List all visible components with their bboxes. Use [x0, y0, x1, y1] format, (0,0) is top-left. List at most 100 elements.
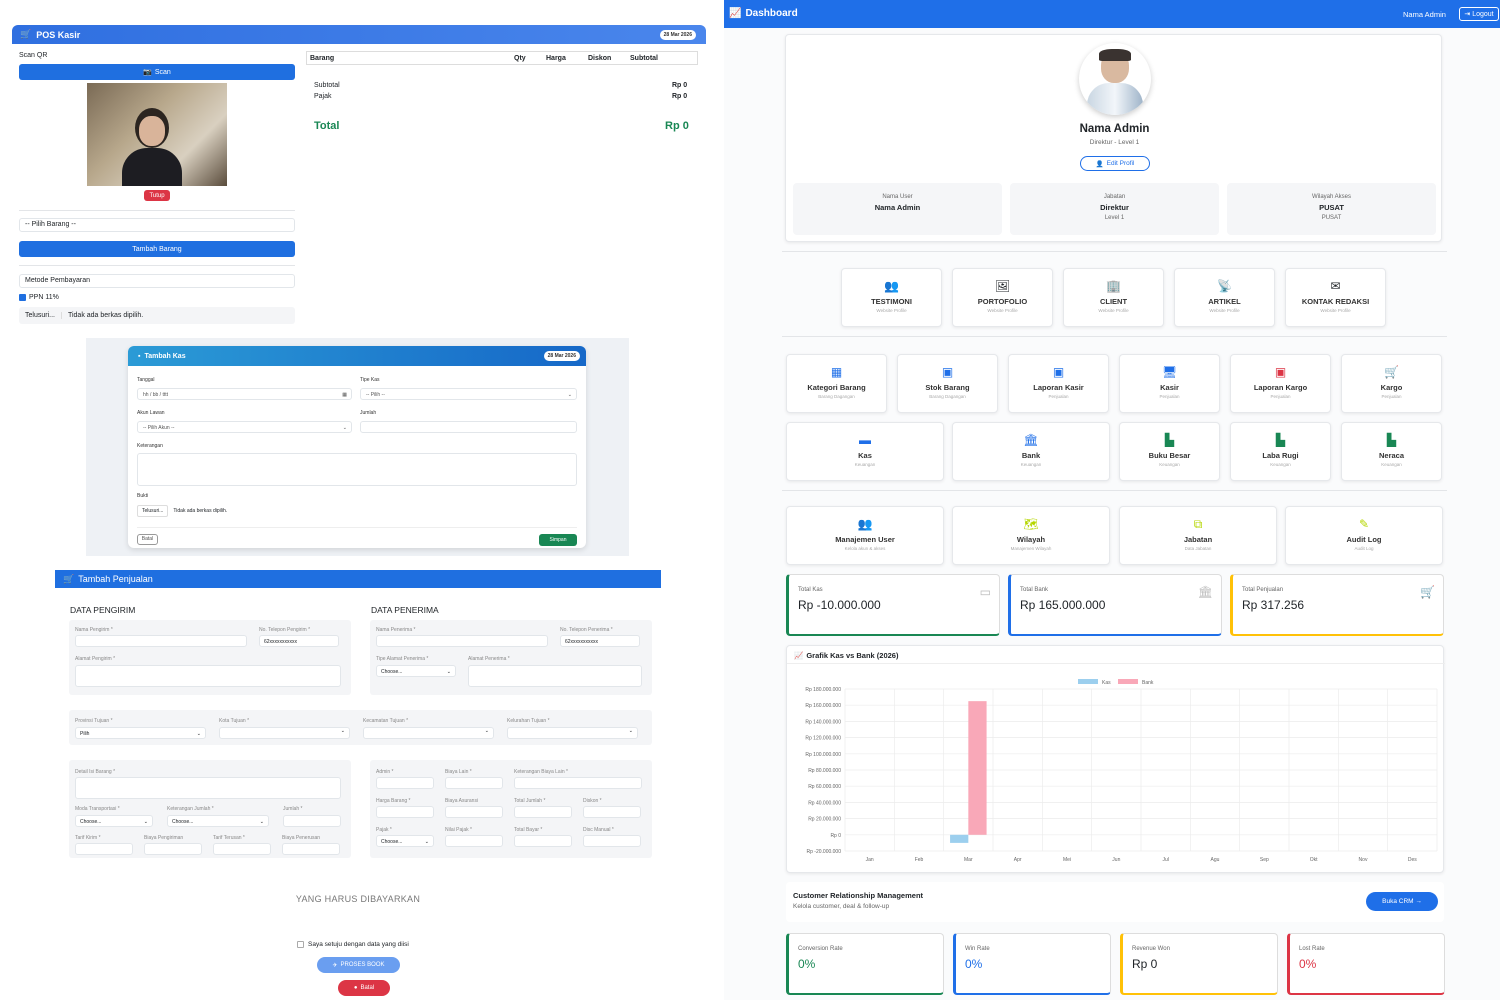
module-kargo[interactable]: 🛒 Kargo Penjualan [1341, 354, 1442, 413]
item-select[interactable]: -- Pilih Barang -- [19, 218, 295, 232]
info-jabatan: Jabatan Direktur Level 1 [1010, 183, 1219, 235]
save-button[interactable]: Simpan [539, 534, 577, 546]
module-portofolio[interactable]: 🖼 PORTOFOLIO Website Profile [952, 268, 1053, 327]
circle-icon: ● [353, 985, 358, 991]
date-input[interactable]: hh / bb / tttt ▦ [137, 388, 352, 400]
ppn-checkbox[interactable]: PPN 11% [19, 294, 59, 301]
module-testimoni[interactable]: 👥 TESTIMONI Website Profile [841, 268, 942, 327]
transport-select[interactable]: Choose... ⌄ [75, 815, 153, 827]
qty-input[interactable] [283, 815, 341, 827]
module-kasir[interactable]: 🖥 Kasir Penjualan [1119, 354, 1220, 413]
cart-icon: 🛒 [1384, 365, 1399, 379]
district-select[interactable]: ⌄ [363, 727, 494, 739]
admin-input[interactable] [376, 777, 434, 789]
module-artikel[interactable]: 📡 ARTIKEL Website Profile [1174, 268, 1275, 327]
close-camera-button[interactable]: Tutup [144, 190, 170, 201]
profile-role: Direktur - Level 1 [1089, 139, 1140, 146]
tariff-input[interactable] [75, 843, 133, 855]
dashboard-brand[interactable]: 📈 Dashboard [729, 8, 798, 19]
cancel-penjualan-button[interactable]: ● Batal [338, 980, 390, 996]
book-icon: ▙ [1386, 433, 1397, 447]
camera-icon: 📷 [143, 69, 152, 76]
discount-input[interactable] [583, 806, 641, 818]
forward-cost-input[interactable] [282, 843, 340, 855]
receiver-section-title: DATA PENERIMA [371, 605, 439, 615]
cancel-button[interactable]: Batal [137, 534, 158, 545]
account-select[interactable]: -- Pilih Akun -- ⌄ [137, 421, 352, 433]
y-tick-label: Rp 0 [830, 833, 841, 839]
insurance-input[interactable] [445, 806, 503, 818]
qty-note-select[interactable]: Choose... ⌄ [167, 815, 269, 827]
module-bank[interactable]: 🏛 Bank Keuangan [952, 422, 1110, 481]
y-tick-label: Rp 120.000.000 [805, 736, 841, 742]
chevron-down-icon: ⌄ [446, 669, 451, 675]
module-buku-besar[interactable]: ▙ Buku Besar Keuangan [1119, 422, 1220, 481]
col-qty: Qty [514, 54, 526, 62]
wallet-icon: ▬ [859, 433, 871, 447]
payment-method-select[interactable]: Metode Pembayaran [19, 274, 295, 288]
edit-profile-button[interactable]: 👤 Edit Profil [1080, 156, 1150, 171]
other-note-label: Keterangan Biaya Lain * [514, 769, 568, 775]
item-price-input[interactable] [376, 806, 434, 818]
total-pay-input[interactable] [514, 835, 572, 847]
manual-disc-input[interactable] [583, 835, 641, 847]
cubes-icon: ▣ [941, 365, 954, 379]
ship-cost-input[interactable] [144, 843, 202, 855]
sender-name-input[interactable] [75, 635, 247, 647]
receiver-address-textarea[interactable] [468, 665, 642, 687]
other-cost-input[interactable] [445, 777, 503, 789]
total-qty-input[interactable] [514, 806, 572, 818]
receiver-name-input[interactable] [376, 635, 548, 647]
agree-checkbox[interactable]: Saya setuju dengan data yang diisi [297, 941, 409, 948]
scan-button[interactable]: 📷 Scan [19, 64, 295, 80]
village-select[interactable]: ⌄ [507, 727, 638, 739]
module-client[interactable]: 🏢 CLIENT Website Profile [1063, 268, 1164, 327]
add-item-button[interactable]: Tambah Barang [19, 241, 295, 257]
col-diskon: Diskon [588, 54, 612, 62]
module-kas[interactable]: ▬ Kas Keuangan [786, 422, 944, 481]
address-type-select[interactable]: Choose... ⌄ [376, 665, 456, 677]
divider [787, 663, 1445, 664]
amount-input[interactable] [360, 421, 577, 433]
module-stok-barang[interactable]: ▣ Stok Barang Barang Dagangan [897, 354, 998, 413]
module-kontak-redaksi[interactable]: ✉ KONTAK REDAKSI Website Profile [1285, 268, 1386, 327]
item-detail-textarea[interactable] [75, 777, 341, 799]
module-laba-rugi[interactable]: ▙ Laba Rugi Keuangan [1230, 422, 1331, 481]
other-note-input[interactable] [514, 777, 642, 789]
tariff-label: Tarif Kirim * [75, 835, 101, 841]
module-laporan-kargo[interactable]: ▣ Laporan Kargo Penjualan [1230, 354, 1331, 413]
tax-select[interactable]: Choose... ⌄ [376, 835, 434, 847]
module-audit-log[interactable]: ✎ Audit Log Audit Log [1285, 506, 1443, 565]
tax-select-value: Choose... [381, 839, 403, 845]
module-neraca[interactable]: ▙ Neraca Keuangan [1341, 422, 1442, 481]
x-tick-label: Mar [964, 857, 973, 863]
receiver-phone-input[interactable]: 62xxxxxxxxxxx [560, 635, 640, 647]
cash-icon: ▪ [138, 352, 141, 360]
logout-button[interactable]: ⇥ Logout [1459, 7, 1499, 21]
divider [137, 527, 577, 528]
browse-button[interactable]: Telusuri... [19, 312, 62, 319]
open-crm-button[interactable]: Buka CRM → [1366, 892, 1438, 911]
map-icon: 🗺 [1023, 517, 1039, 531]
note-textarea[interactable] [137, 453, 577, 486]
city-select[interactable]: ⌄ [219, 727, 350, 739]
chevron-down-icon: ⌄ [484, 728, 489, 734]
tariff-forward-input[interactable] [213, 843, 271, 855]
province-select[interactable]: Pilih ⌄ [75, 727, 206, 739]
process-book-button[interactable]: ✈ PROSES BOOK [317, 957, 400, 973]
type-select[interactable]: -- Pilih -- ⌄ [360, 388, 577, 400]
module-manajemen-user[interactable]: 👥 Manajemen User Kelola akun & akses [786, 506, 944, 565]
proof-label: Bukti [137, 493, 149, 499]
sender-address-textarea[interactable] [75, 665, 341, 687]
module-wilayah[interactable]: 🗺 Wilayah Manajemen Wilayah [952, 506, 1110, 565]
tax-label: Pajak * [376, 827, 392, 833]
proof-file-input[interactable]: Telusuri... Tidak ada berkas dipilih. [137, 504, 577, 518]
module-laporan-kasir[interactable]: ▣ Laporan Kasir Penjualan [1008, 354, 1109, 413]
tax-value-input[interactable] [445, 835, 503, 847]
module-kategori-barang[interactable]: ▦ Kategori Barang Barang Dagangan [786, 354, 887, 413]
browse-button[interactable]: Telusuri... [137, 505, 169, 517]
file-input[interactable]: Telusuri... Tidak ada berkas dipilih. [19, 307, 295, 324]
pen-icon: ✎ [1358, 517, 1370, 531]
module-jabatan[interactable]: ⧉ Jabatan Data Jabatan [1119, 506, 1277, 565]
sender-phone-input[interactable]: 62xxxxxxxxxxx [259, 635, 339, 647]
